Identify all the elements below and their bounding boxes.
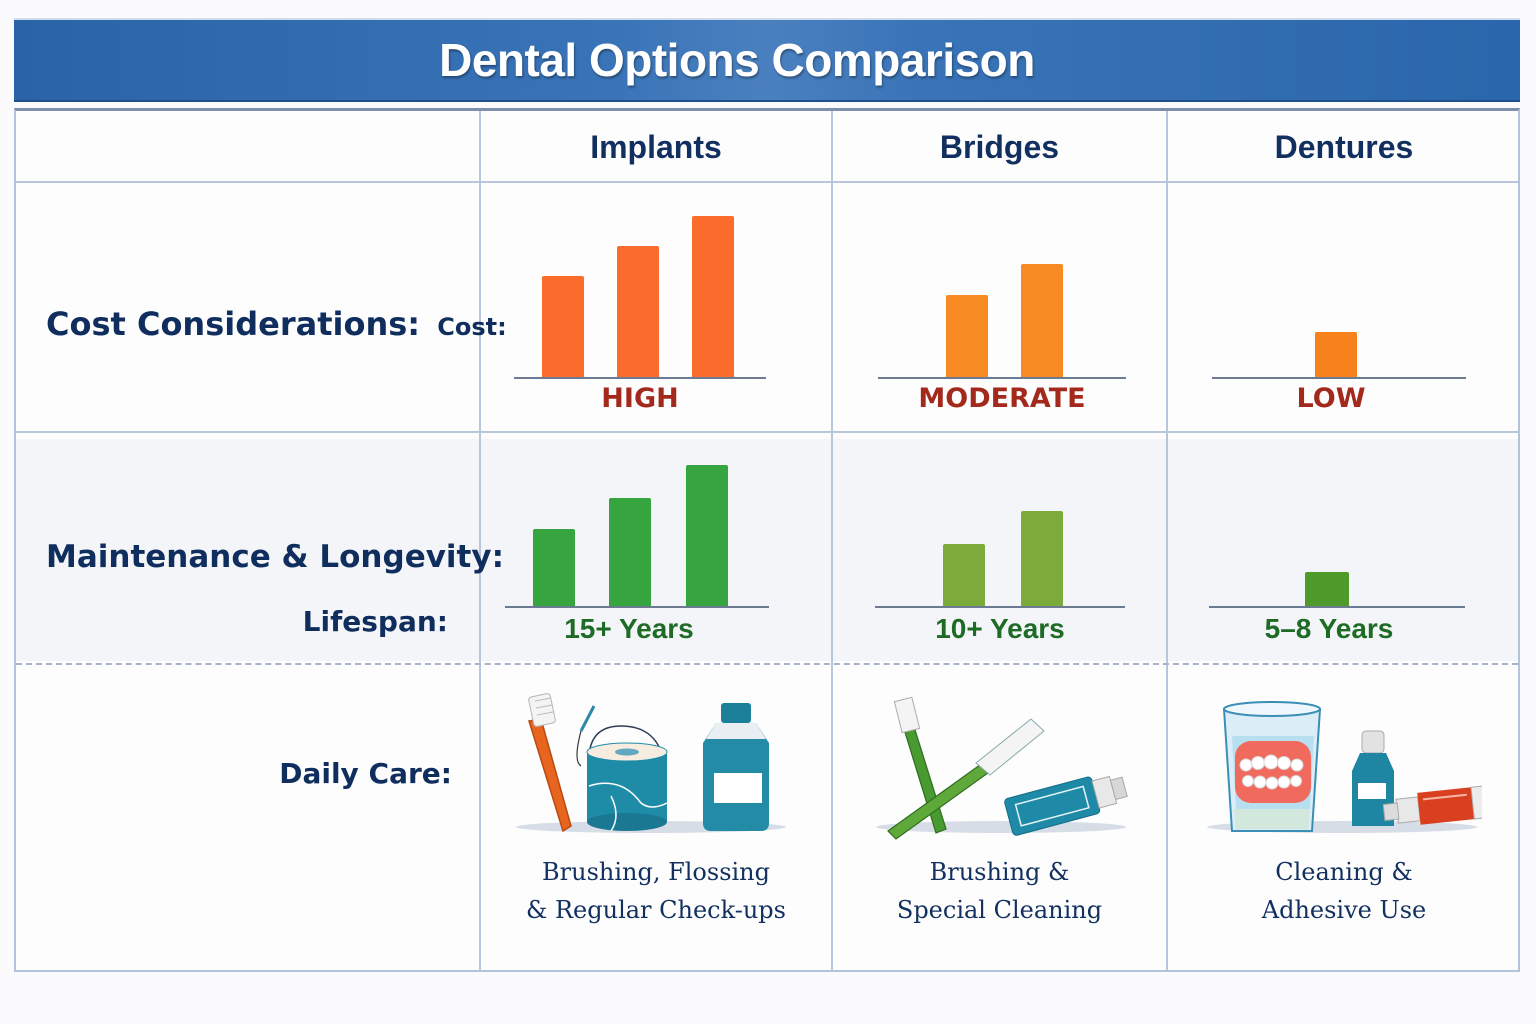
- column-divider: [1166, 111, 1168, 970]
- dentures-care-illustration: [1207, 701, 1482, 833]
- row-divider: [16, 181, 1518, 183]
- column-header-dentures: Dentures: [1274, 128, 1414, 165]
- chart-baseline: [514, 377, 766, 379]
- cost-sublabel: Cost:: [437, 313, 507, 341]
- care-caption-dentures: Cleaning & Adhesive Use: [1168, 853, 1520, 929]
- row-divider-dashed: [16, 663, 1518, 665]
- row-label-maintenance: Maintenance & Longevity:: [46, 539, 504, 575]
- toothbrush-icon: [887, 718, 1045, 840]
- chart-baseline: [1209, 606, 1465, 608]
- column-header-implants: Implants: [590, 128, 722, 165]
- denture-glass-icon: [1222, 701, 1322, 832]
- lifespan-value-implants: 15+ Years: [564, 613, 694, 644]
- care-caption-bridges: Brushing & Special Cleaning: [833, 853, 1166, 929]
- mouthwash-bottle-icon: [703, 703, 769, 831]
- cost-chart-implants: [514, 211, 766, 379]
- lifespan-bar: [686, 465, 728, 606]
- column-divider: [479, 111, 481, 970]
- cost-bar: [617, 246, 659, 377]
- care-line-1: Cleaning &: [1275, 858, 1413, 886]
- adhesive-tube-icon: [1382, 785, 1482, 825]
- column-header-bridges: Bridges: [939, 128, 1060, 165]
- cost-bar: [692, 216, 734, 377]
- cost-chart-bridges: [878, 211, 1126, 379]
- cost-bar: [946, 295, 988, 377]
- row-label-daily-care: Daily Care:: [279, 757, 452, 790]
- lifespan-bar: [1305, 572, 1349, 606]
- cost-considerations-label: Cost Considerations:: [46, 305, 421, 343]
- cost-bar: [1315, 332, 1357, 377]
- lifespan-bar: [533, 529, 575, 606]
- lifespan-chart-implants: [505, 463, 769, 608]
- title-banner: Dental Options Comparison: [14, 18, 1520, 102]
- care-line-1: Brushing &: [929, 858, 1070, 886]
- floss-icon: [576, 705, 668, 832]
- cost-chart-dentures: [1212, 211, 1466, 379]
- page-title: Dental Options Comparison: [439, 34, 1035, 86]
- row-divider: [16, 431, 1518, 433]
- maintenance-row-band: [16, 439, 1518, 661]
- chart-baseline: [1212, 377, 1466, 379]
- lifespan-bar: [609, 498, 651, 606]
- cost-value-implants: HIGH: [601, 383, 679, 414]
- comparison-table: Implants Bridges Dentures Cost Considera…: [14, 108, 1520, 972]
- lifespan-value-dentures: 5–8 Years: [1264, 613, 1394, 644]
- chart-baseline: [878, 377, 1126, 379]
- care-line-2: Adhesive Use: [1261, 896, 1427, 924]
- lifespan-bar: [943, 544, 985, 606]
- lifespan-value-bridges: 10+ Years: [935, 613, 1065, 644]
- care-line-1: Brushing, Flossing: [542, 858, 770, 886]
- column-divider: [831, 111, 833, 970]
- cost-bar: [1021, 264, 1063, 377]
- cost-value-dentures: LOW: [1296, 383, 1366, 414]
- chart-baseline: [505, 606, 769, 608]
- toothbrush-icon: [528, 693, 572, 833]
- row-label-cost: Cost Considerations: Cost:: [46, 305, 507, 343]
- row-label-lifespan: Lifespan:: [302, 605, 448, 638]
- care-line-2: Special Cleaning: [896, 896, 1103, 924]
- chart-baseline: [875, 606, 1125, 608]
- implants-care-illustration: [516, 693, 786, 833]
- bridges-care-illustration: [876, 696, 1128, 840]
- cost-value-bridges: MODERATE: [918, 383, 1086, 414]
- cost-bar: [542, 276, 584, 377]
- lifespan-chart-bridges: [875, 463, 1125, 608]
- care-caption-implants: Brushing, Flossing & Regular Check-ups: [481, 853, 831, 929]
- lifespan-bar: [1021, 511, 1063, 606]
- lifespan-chart-dentures: [1209, 463, 1465, 608]
- toothpaste-tube-icon: [1004, 775, 1128, 836]
- care-line-2: & Regular Check-ups: [525, 896, 786, 924]
